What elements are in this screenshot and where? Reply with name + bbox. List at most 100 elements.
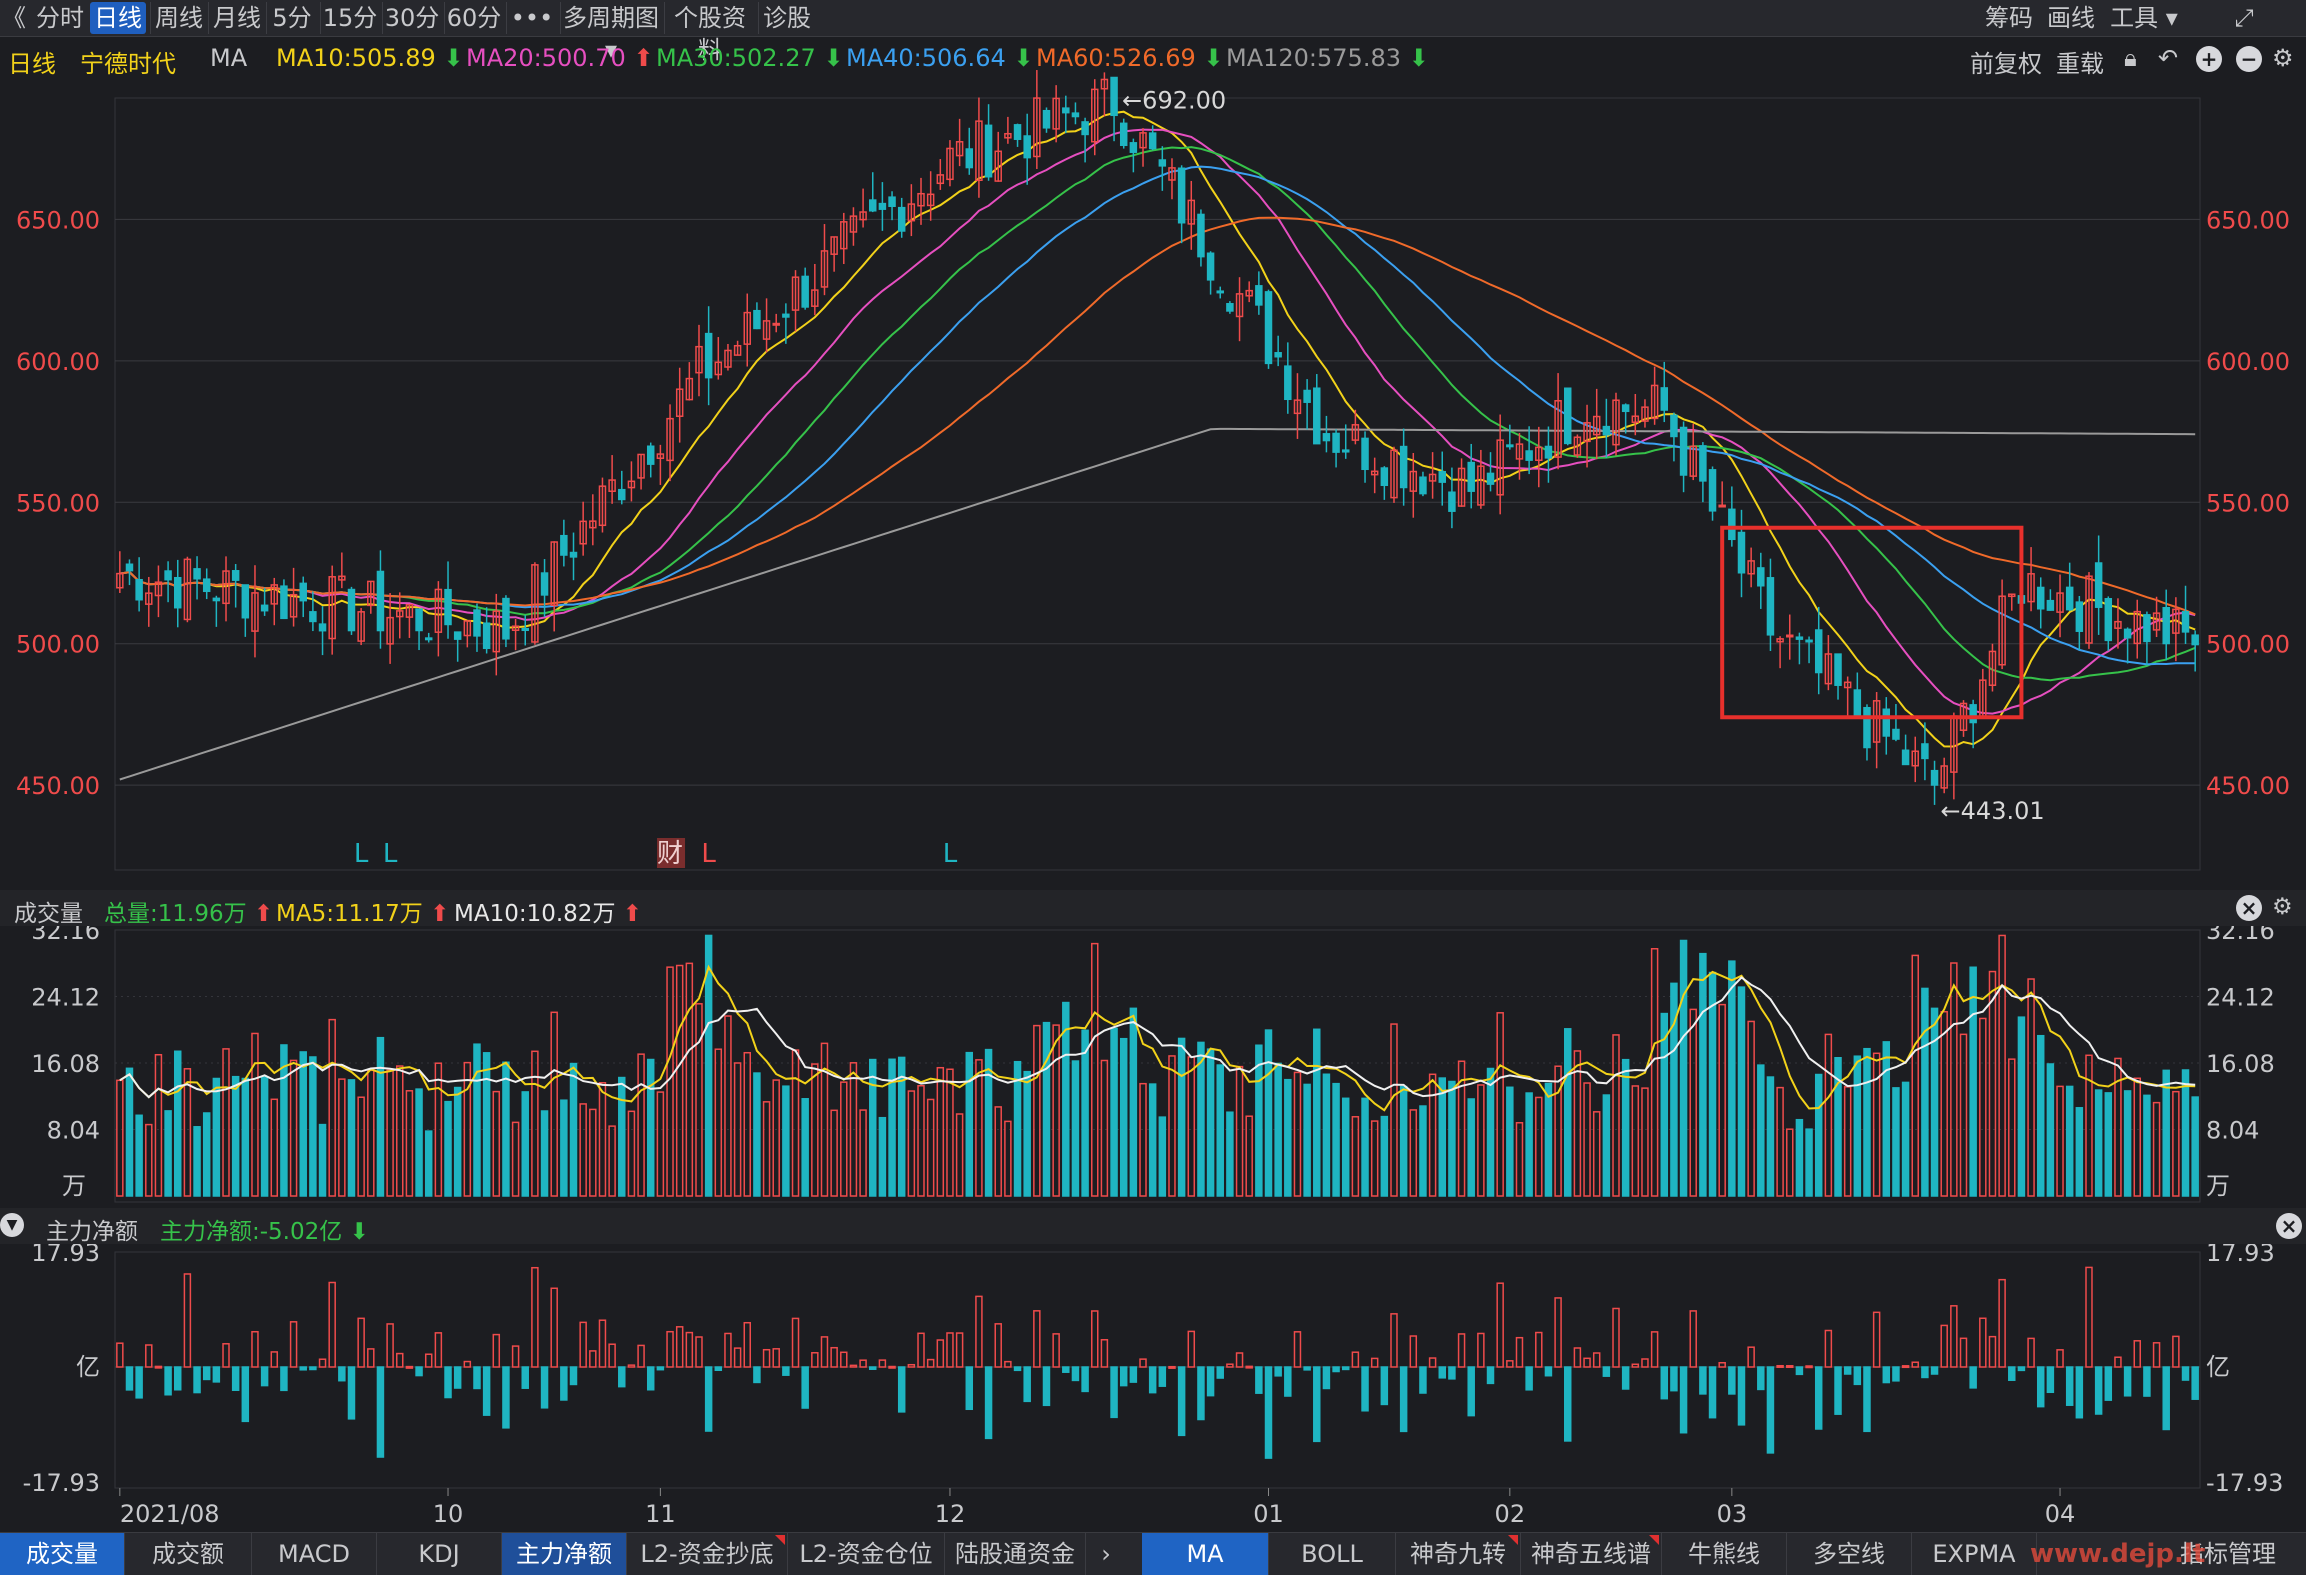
tab-boll[interactable]: BOLL [1269,1533,1396,1575]
volume-bar [2104,1092,2113,1197]
volume-bar [1004,1120,1012,1197]
draw-button[interactable]: 画线 [2047,4,2095,32]
candle-body [1901,749,1910,766]
volume-bar [222,1048,230,1197]
flow-bar [125,1366,134,1391]
flow-bar [1119,1366,1128,1387]
candle-body [656,453,665,460]
volume-bar [1496,1012,1504,1197]
tab-indicator-manage[interactable]: 指标管理 [2180,1540,2276,1568]
highlight-box [1720,525,2024,720]
tab-long-short[interactable]: 多空线 [1787,1533,1912,1575]
zoom-in-icon[interactable]: + [2196,46,2222,72]
back-icon[interactable]: 《 [2,4,26,32]
volume-bar [1592,1111,1601,1197]
candle-body [1612,399,1620,446]
flow-bar [482,1366,491,1416]
tab-30min[interactable]: 30分 [382,2,441,34]
tab-5min[interactable]: 5分 [266,2,317,34]
candle-body [1998,595,2006,666]
volume-bar [231,1075,240,1197]
volume-tick-left: 24.12 [31,984,100,1012]
tab-daily[interactable]: 日线 [90,2,146,34]
collapse-icon[interactable]: ▼ [0,1213,24,1237]
candle-body [907,203,916,222]
price-tick-left: 500.00 [16,631,100,659]
ma20-value: MA20:500.70 ⬆ [466,44,654,72]
candle-body [1805,639,1813,643]
volume-settings-icon[interactable]: ⚙ [2272,894,2293,920]
tab-15min[interactable]: 15分 [320,2,379,34]
kline-chart[interactable]: 650.00 650.00 600.00 600.00 550.00 550.00 500.… [0,0,2306,1530]
candle-body [704,332,713,379]
tab-fenshi[interactable]: 分时 [36,4,84,32]
volume-panel-title: 成交量 总量:11.96万 ⬆ MA5:11.17万 ⬆ MA10:10.82万… [0,890,2306,927]
candle-body [1679,426,1688,476]
tab-weekly[interactable]: 周线 [150,2,207,34]
reload-button[interactable]: 重载 [2056,50,2104,78]
lock-icon[interactable]: 🔒︎ [2124,44,2137,72]
flow-bar [405,1365,414,1369]
tab-kdj[interactable]: KDJ [377,1533,502,1575]
scroll-right-icon[interactable]: › [1101,1540,1111,1568]
volume-close-icon[interactable]: × [2236,895,2262,921]
flow-bar [424,1353,433,1368]
tools-dropdown[interactable]: 工具 ▾ [2110,4,2178,32]
flow-bar [357,1317,365,1368]
candle-body [1969,704,1977,724]
tab-60min[interactable]: 60分 [444,2,503,34]
candle-body [550,541,558,607]
tab-monthly[interactable]: 月线 [208,2,265,34]
tab-main-flow[interactable]: 主力净额 [502,1533,627,1575]
tab-five-lines[interactable]: 神奇五线谱 [1521,1533,1662,1575]
tab-bull-bear[interactable]: 牛熊线 [1662,1533,1787,1575]
flow-close-icon[interactable]: × [2276,1213,2302,1239]
flow-bar [1168,1365,1176,1369]
candle-body [521,627,529,632]
flow-bar [1409,1335,1418,1368]
zoom-out-icon[interactable]: − [2236,46,2262,72]
volume-bar [1148,1083,1157,1197]
volume-bar [1621,1058,1630,1197]
ma20-line [119,128,2196,715]
restore-toggle[interactable]: 前复权 [1970,50,2042,78]
chips-button[interactable]: 筹码 [1985,4,2033,32]
flow-bar [1255,1366,1263,1394]
volume-bar [1901,1081,1910,1197]
tab-td9[interactable]: 神奇九转 [1396,1533,1521,1575]
candle-body [1033,97,1041,158]
volume-bar [540,1110,549,1197]
tab-turnover[interactable]: 成交额 [125,1533,252,1575]
more-button[interactable]: ••• [506,2,557,34]
flow-bar [637,1344,645,1368]
tab-expma[interactable]: EXPMA [1912,1533,2037,1575]
candle-body [357,611,365,642]
flow-bar [1187,1330,1196,1368]
volume-bar [1023,1070,1031,1197]
flow-bar [1177,1366,1186,1437]
volume-bar [1245,1115,1253,1197]
multi-period-dropdown[interactable]: 多周期图 ▾ [560,2,661,64]
settings-gear-icon[interactable]: ⚙ [2272,44,2294,72]
flow-bar [1033,1310,1041,1368]
candle-body [174,576,182,609]
volume-bar [1757,1064,1765,1197]
flow-bar [1438,1366,1446,1379]
fullscreen-icon[interactable]: ⤢ [2234,4,2254,32]
tab-volume[interactable]: 成交量 [0,1533,125,1575]
tab-hk-connect[interactable]: 陆股通资金 [945,1533,1086,1575]
tab-l2-bottom[interactable]: L2-资金抄底 [627,1533,788,1575]
ma40-value: MA40:506.64 ⬇ [846,44,1034,72]
volume-bar [492,1090,501,1197]
flow-bar [2075,1366,2084,1419]
candle-body [1814,629,1823,674]
undo-icon[interactable]: ↶ [2158,44,2179,72]
diagnose-button[interactable]: 诊股 [758,2,815,34]
indicator-name[interactable]: MA [210,44,248,72]
flow-bar [2056,1349,2064,1368]
tab-macd[interactable]: MACD [252,1533,377,1575]
tab-l2-position[interactable]: L2-资金仓位 [788,1533,945,1575]
flow-unit-left: 亿 [76,1353,100,1381]
tab-ma[interactable]: MA [1142,1533,1269,1575]
stock-profile-button[interactable]: 个股资料 [664,2,755,64]
